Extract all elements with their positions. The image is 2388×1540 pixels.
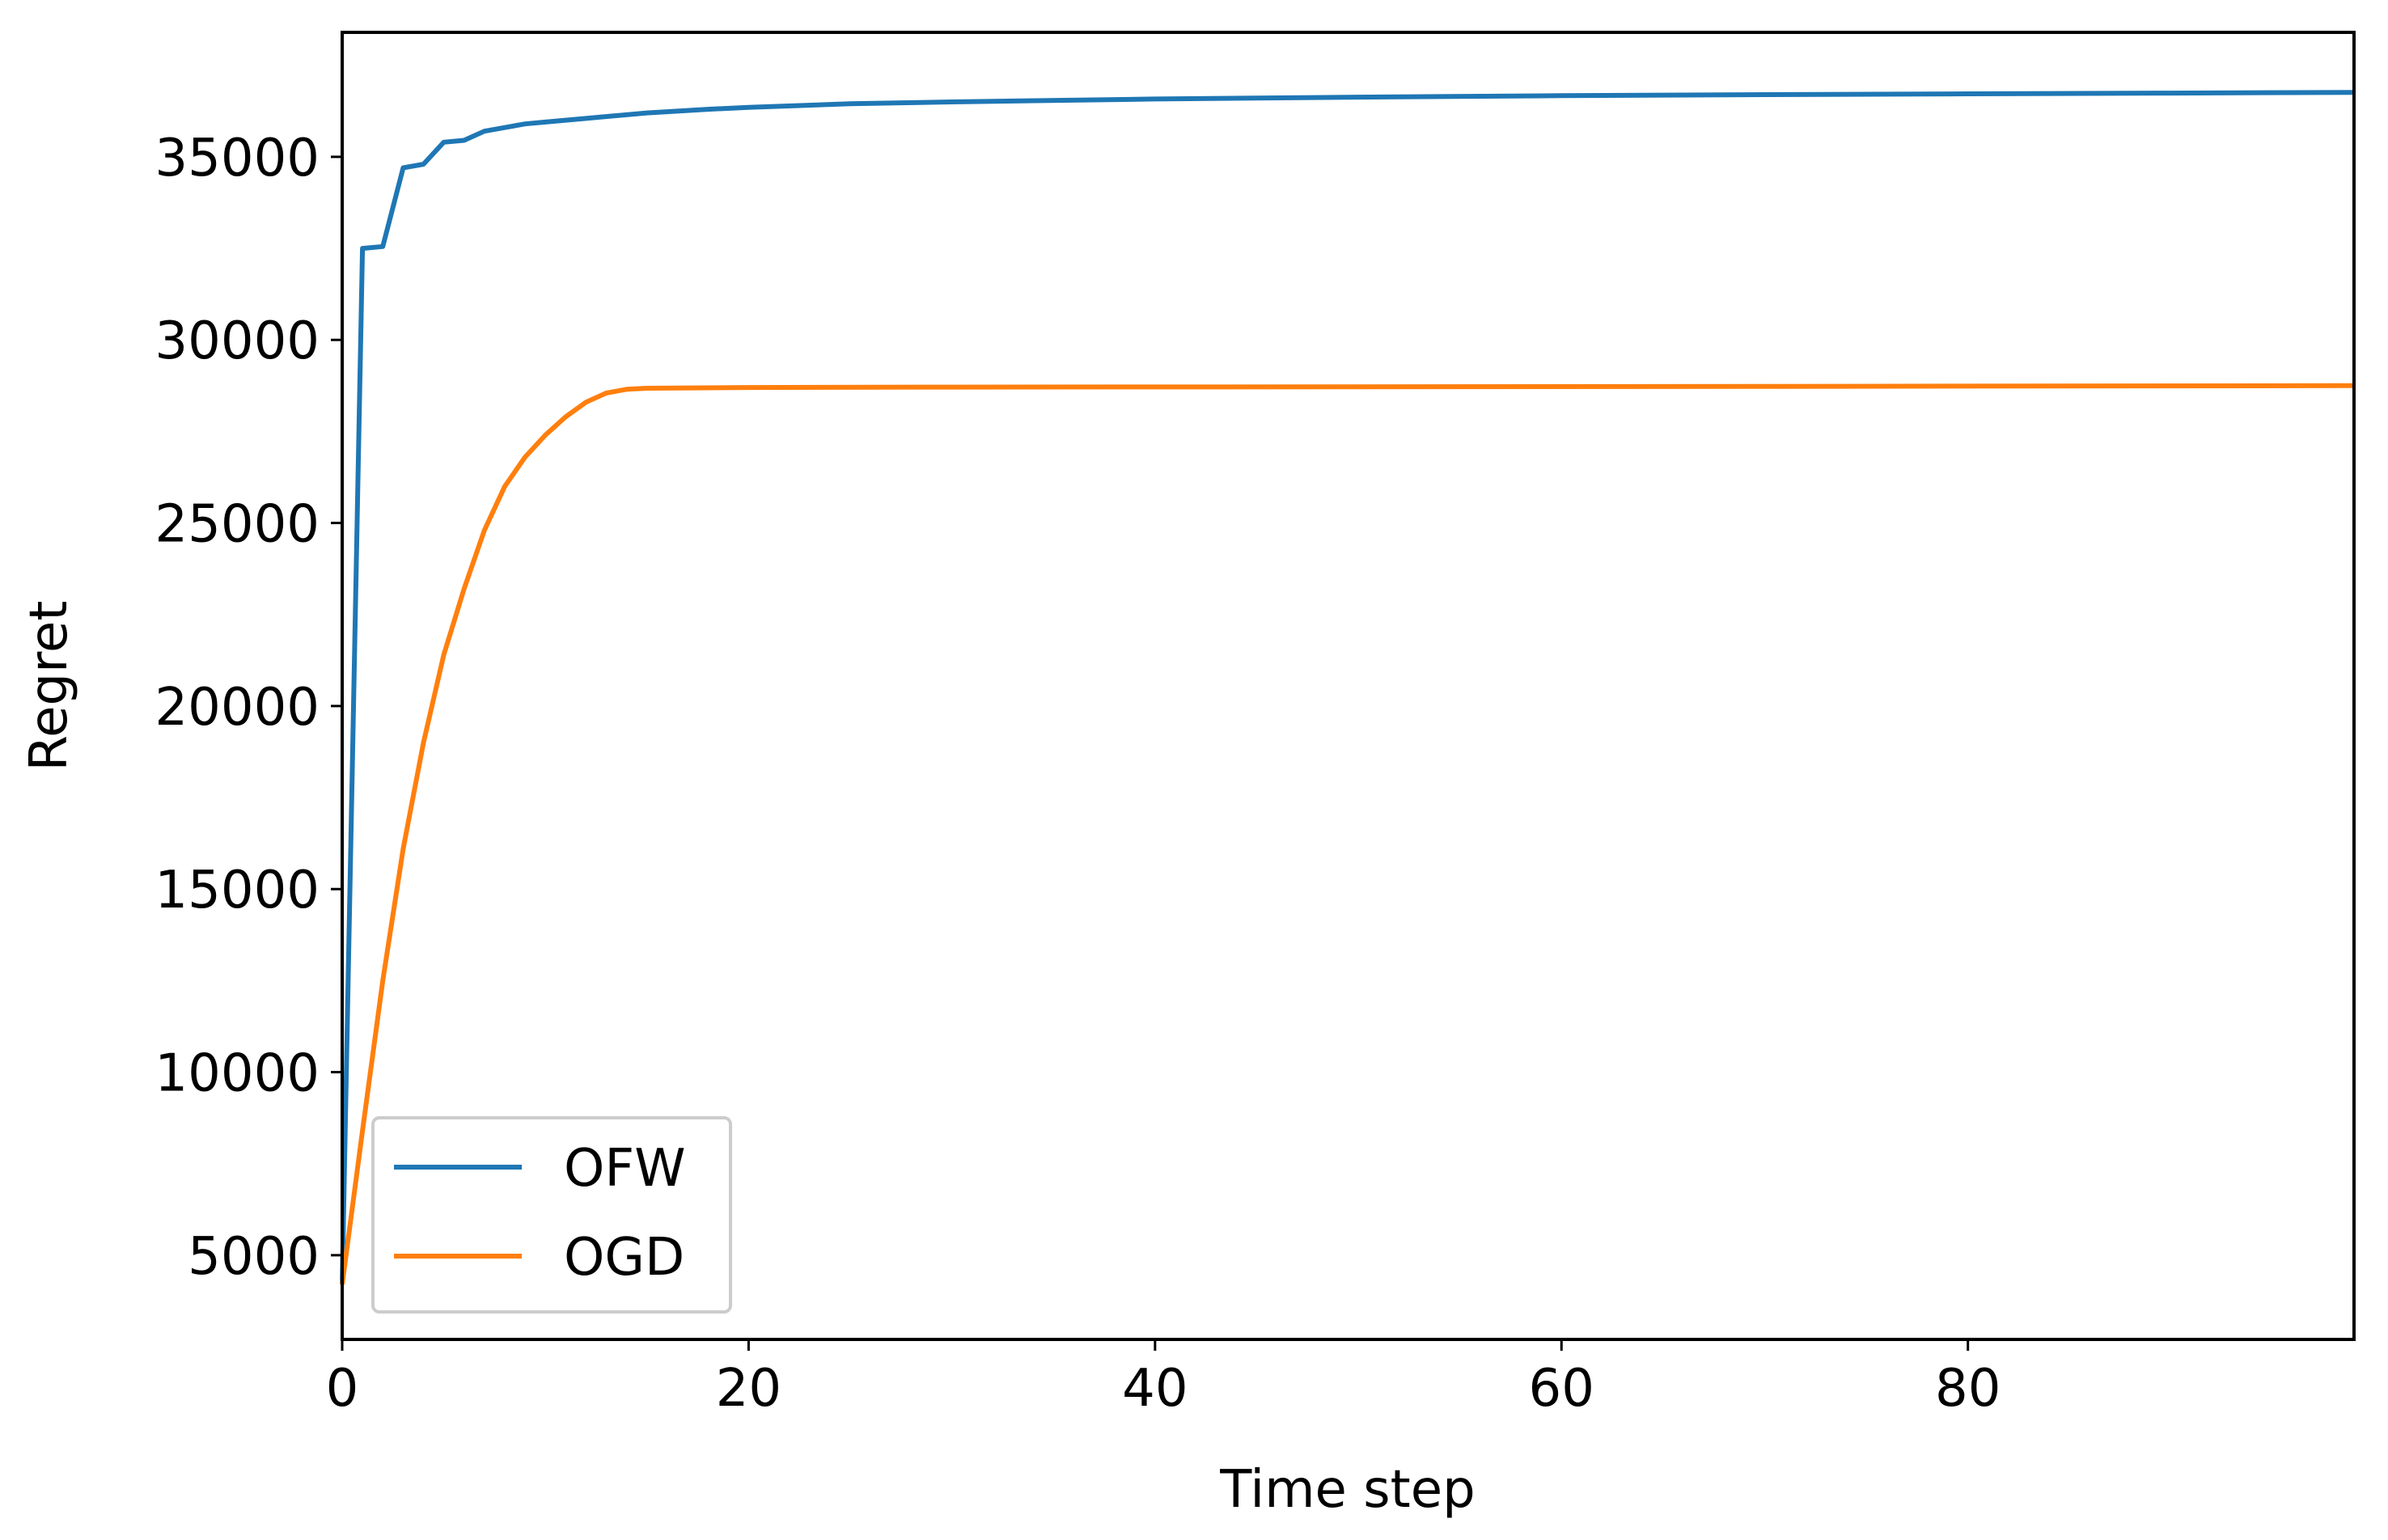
x-tick-label: 0 xyxy=(326,1359,359,1419)
x-tick-label: 20 xyxy=(716,1359,781,1419)
y-axis-label: Regret xyxy=(19,601,79,772)
axes-frame xyxy=(341,31,2356,1341)
y-tick-label: 25000 xyxy=(155,495,320,555)
x-tick-label: 40 xyxy=(1122,1359,1188,1419)
legend-label-ogd: OGD xyxy=(564,1228,684,1288)
y-tick-label: 35000 xyxy=(155,129,320,188)
series-line-ofw xyxy=(340,90,2355,1285)
x-axis-label: Time step xyxy=(1219,1460,1475,1520)
y-tick-label: 30000 xyxy=(155,311,320,371)
x-axis-ticks: 0 20 40 60 80 xyxy=(326,1339,2001,1419)
y-tick-label: 10000 xyxy=(155,1044,320,1104)
series-layer xyxy=(340,90,2355,1285)
y-tick-label: 5000 xyxy=(188,1227,320,1287)
series-line-ogd xyxy=(340,383,2355,1285)
y-tick-label: 15000 xyxy=(155,861,320,920)
x-tick-label: 80 xyxy=(1935,1359,2001,1419)
legend: OFW OGD xyxy=(371,1116,732,1314)
y-tick-label: 20000 xyxy=(155,678,320,738)
y-axis-ticks: 5000 10000 15000 20000 25000 30000 35000 xyxy=(155,129,342,1287)
legend-label-ofw: OFW xyxy=(564,1139,685,1199)
x-tick-label: 60 xyxy=(1529,1359,1594,1419)
